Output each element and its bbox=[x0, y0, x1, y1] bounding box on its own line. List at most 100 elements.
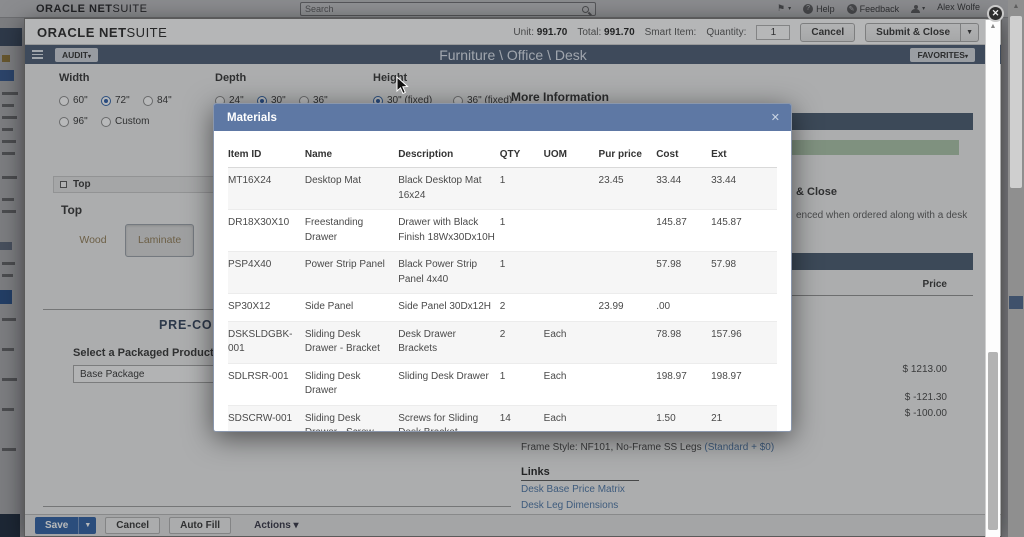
quantity-input[interactable] bbox=[756, 24, 791, 40]
save-dropdown[interactable]: ▼ bbox=[78, 517, 97, 534]
table-cell: .00 bbox=[656, 293, 712, 322]
menu-icon[interactable] bbox=[32, 50, 43, 59]
table-cell: DSKSLDGBK-001 bbox=[228, 321, 305, 364]
price-column-label: Price bbox=[922, 279, 947, 290]
radio-option-label: 72" bbox=[115, 95, 130, 106]
scrollbar-thumb[interactable] bbox=[988, 352, 998, 530]
radio-icon[interactable] bbox=[143, 95, 153, 106]
table-cell: 198.97 bbox=[656, 363, 712, 406]
feedback-menu[interactable]: ✎ Feedback bbox=[846, 3, 900, 14]
table-cell bbox=[598, 321, 657, 364]
submit-close-dropdown[interactable]: ▼ bbox=[961, 22, 979, 42]
quantity-label: Quantity: bbox=[706, 26, 747, 38]
radio-selected-icon[interactable] bbox=[101, 95, 111, 106]
radio-option[interactable]: 60" bbox=[59, 95, 95, 106]
favorites-button[interactable]: FAVORITES▾ bbox=[910, 47, 975, 62]
table-header-row: Item ID Name Description QTY UOM Pur price Cos… bbox=[228, 141, 777, 168]
table-cell: 2 bbox=[499, 321, 544, 364]
table-cell: 1 bbox=[499, 363, 544, 406]
help-menu[interactable]: ? Help bbox=[803, 3, 835, 14]
related-link[interactable]: Desk Base Price Matrix bbox=[521, 484, 625, 495]
radio-option[interactable]: 84" bbox=[143, 95, 179, 106]
quick-menu[interactable]: ⚑ ▾ bbox=[776, 3, 792, 13]
related-link[interactable]: Desk Leg Dimensions bbox=[521, 500, 619, 511]
search-input[interactable] bbox=[301, 4, 582, 14]
user-menu[interactable]: ▾ bbox=[911, 4, 925, 13]
table-row: DSKSLDGBK-001 Sliding Desk Drawer - Brack… bbox=[228, 321, 777, 364]
table-cell: 78.98 bbox=[656, 321, 712, 364]
radio-option-label: 84" bbox=[157, 95, 172, 106]
unit-price: Unit: 991.70 bbox=[513, 26, 568, 38]
radio-option-label: 36" bbox=[313, 95, 328, 106]
width-label: Width bbox=[59, 72, 90, 84]
modal-title: Materials bbox=[227, 111, 277, 124]
table-cell: Power Strip Panel bbox=[304, 251, 399, 294]
radio-option-label: 30" (fixed) bbox=[387, 95, 433, 106]
footer-cancel-button[interactable]: Cancel bbox=[105, 517, 161, 534]
table-cell bbox=[598, 405, 657, 431]
frame-style-link[interactable]: (Standard + $0) bbox=[704, 442, 775, 453]
radio-option-label: 36" (fixed) bbox=[467, 95, 513, 106]
netsuite-wordmark-bold: NET bbox=[89, 3, 113, 15]
global-search[interactable] bbox=[300, 2, 596, 16]
scroll-up-icon[interactable]: ▲ bbox=[989, 23, 997, 30]
background-nav-cluster: ⚑ ▾ ? Help ✎ Feedback ▾ Alex Wolfe bbox=[776, 2, 980, 14]
header-summary: Unit: 991.70 Total: 991.70 Smart Item: Q… bbox=[513, 19, 979, 45]
ordered-text-fragment: enced when ordered along with a desk bbox=[796, 210, 968, 221]
material-choice-button[interactable]: Laminate bbox=[125, 223, 195, 258]
user-icon bbox=[911, 4, 921, 13]
table-cell: Each bbox=[543, 405, 599, 431]
table-row: PSP4X40 Power Strip Panel Black Power Stri… bbox=[228, 251, 777, 294]
radio-option[interactable]: 72" bbox=[101, 95, 137, 106]
radio-icon[interactable] bbox=[59, 95, 69, 106]
table-cell: Desktop Mat bbox=[304, 167, 399, 210]
material-choice-button[interactable]: Wood bbox=[79, 233, 107, 246]
search-icon bbox=[582, 5, 589, 13]
audit-button[interactable]: AUDIT▾ bbox=[55, 47, 98, 62]
window-close-button[interactable]: ✕ bbox=[987, 5, 1004, 22]
table-cell bbox=[598, 209, 657, 252]
table-cell: SDLRSR-001 bbox=[228, 363, 305, 406]
help-label: Help bbox=[816, 3, 835, 14]
radio-icon[interactable] bbox=[101, 116, 111, 127]
accordion-label: Top bbox=[73, 179, 91, 190]
netsuite-logo: ORACLE NETSUITE bbox=[37, 25, 167, 40]
column-header: Description bbox=[398, 141, 500, 168]
radio-icon[interactable] bbox=[59, 116, 69, 127]
materials-modal: Materials ✕ Item ID Name Description QTY UOM… bbox=[213, 103, 792, 432]
cancel-button[interactable]: Cancel bbox=[800, 22, 856, 42]
scrollbar-thumb[interactable] bbox=[1010, 16, 1022, 188]
radio-option[interactable]: 96" bbox=[59, 116, 95, 127]
table-cell: 1 bbox=[499, 167, 544, 210]
collapse-icon bbox=[60, 181, 67, 188]
submit-close-button[interactable]: Submit & Close bbox=[865, 22, 962, 42]
width-options: 60" 72" 84" 96" Custom bbox=[59, 95, 199, 137]
table-cell: 23.99 bbox=[598, 293, 657, 322]
table-cell: MT16X24 bbox=[228, 167, 305, 210]
radio-option-label: 30" bbox=[271, 95, 286, 106]
browser-scrollbar[interactable]: ▲ bbox=[1008, 0, 1024, 537]
save-button[interactable]: Save bbox=[35, 517, 79, 534]
column-header: QTY bbox=[499, 141, 544, 168]
radio-option[interactable]: Custom bbox=[101, 116, 153, 127]
modal-close-icon[interactable]: ✕ bbox=[770, 112, 780, 124]
auto-fill-button[interactable]: Auto Fill bbox=[169, 517, 232, 534]
netsuite-logo-background: ORACLE NETSUITE bbox=[36, 3, 147, 15]
table-cell: 33.44 bbox=[656, 167, 712, 210]
table-cell: 57.98 bbox=[656, 251, 712, 294]
window-scrollbar[interactable]: ▲ bbox=[985, 20, 1000, 537]
modal-body: Item ID Name Description QTY UOM Pur price Cos… bbox=[214, 131, 791, 431]
actions-menu[interactable]: Actions ▾ bbox=[254, 520, 299, 531]
table-row: SDLRSR-001 Sliding Desk Drawer Sliding Des… bbox=[228, 363, 777, 406]
feedback-label: Feedback bbox=[859, 3, 900, 14]
top-section-accordion[interactable]: Top bbox=[53, 176, 235, 193]
netsuite-wordmark-lite: SUITE bbox=[112, 3, 148, 15]
footer-button-bar: Save ▼ Cancel Auto Fill Actions ▾ bbox=[25, 514, 1001, 536]
package-select-value: Base Package bbox=[80, 368, 145, 380]
table-row: SP30X12 Side Panel Side Panel 30Dx12H 2 23.9… bbox=[228, 293, 777, 322]
column-header: Pur price bbox=[598, 141, 657, 168]
table-cell: Side Panel bbox=[304, 293, 399, 322]
table-cell: Side Panel 30Dx12H bbox=[398, 293, 500, 322]
table-cell: 2 bbox=[499, 293, 544, 322]
scroll-up-icon[interactable]: ▲ bbox=[1012, 3, 1020, 10]
